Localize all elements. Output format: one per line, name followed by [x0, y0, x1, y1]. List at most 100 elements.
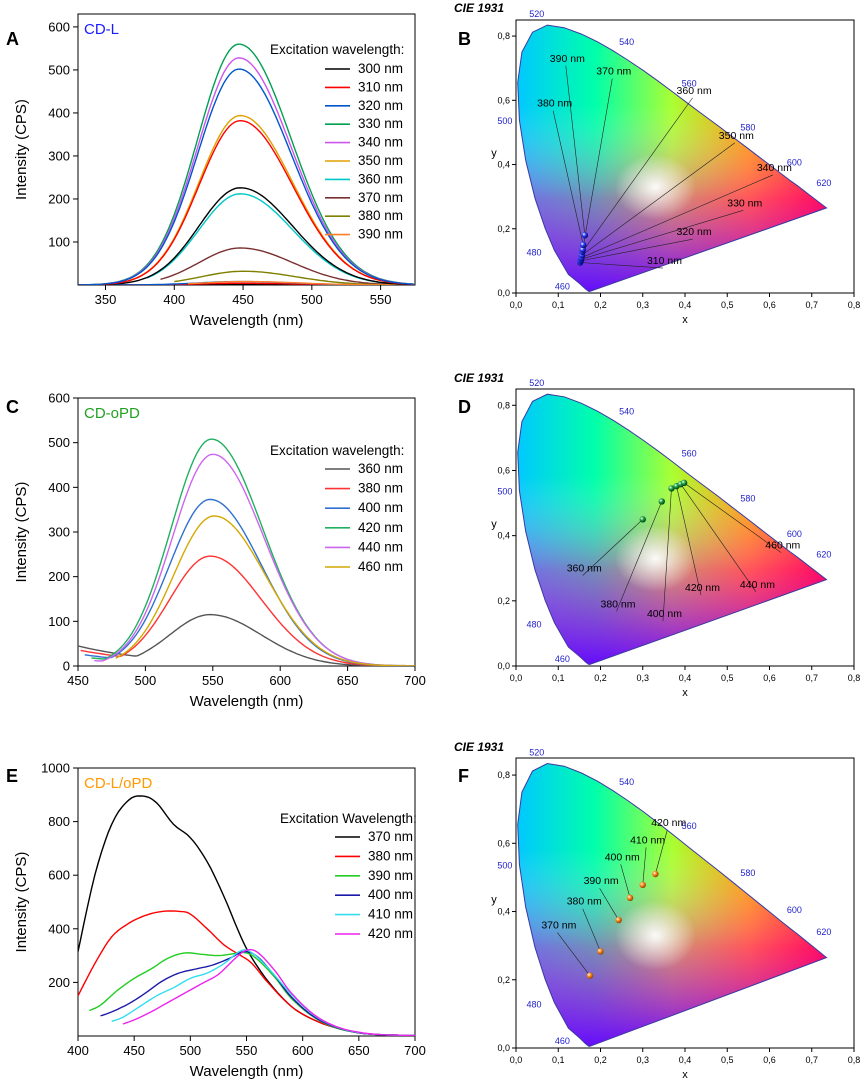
series-line — [111, 949, 415, 1036]
cie-point-label: 460 nm — [765, 540, 800, 552]
legend-entry: 390 nm — [368, 868, 413, 883]
panel-letter-f: F — [458, 766, 469, 786]
panel-f-cie: CIE 1931 0,0 0,1 0,2 0,3 0,4 0,5 0,6 0,7 0,8 0,0 0,… — [454, 740, 860, 1081]
locus-wavelength-label: 480 — [526, 1000, 541, 1010]
leader-line — [557, 932, 591, 976]
locus-wavelength-label: 600 — [787, 905, 802, 915]
y-tick-label: 500 — [48, 435, 70, 450]
cie-point-label: 360 nm — [567, 562, 602, 574]
cie-title: CIE 1931 — [454, 371, 504, 385]
leader-line — [599, 888, 619, 921]
x-tick-label: 0,4 — [679, 300, 692, 310]
cie-point — [597, 948, 604, 955]
legend-entry: 330 nm — [358, 116, 403, 131]
locus-wavelength-label: 540 — [619, 777, 634, 787]
x-tick-label: 0,5 — [721, 300, 734, 310]
locus-wavelength-label: 540 — [619, 37, 634, 47]
y-tick-label: 0,4 — [497, 531, 510, 541]
cie-point — [658, 498, 665, 505]
legend-entry: 390 nm — [358, 227, 403, 242]
locus-wavelength-label: 620 — [816, 927, 831, 937]
panel-letter-b: B — [458, 29, 471, 49]
cie-point — [581, 231, 589, 239]
series-line — [187, 280, 414, 285]
locus-wavelength-label: 460 — [555, 1036, 570, 1046]
cie-point — [586, 972, 594, 979]
x-axis-label: x — [682, 687, 688, 699]
legend-entry: 310 nm — [358, 79, 403, 94]
cie-point — [579, 241, 587, 249]
y-tick-label: 0,4 — [497, 160, 510, 170]
spectral-locus — [517, 762, 828, 1047]
legend-entry: 410 nm — [368, 907, 413, 922]
legend-entry: 420 nm — [358, 520, 403, 535]
x-tick-label: 400 — [163, 292, 185, 307]
panel-letter-a: A — [6, 29, 19, 49]
cie-point-label: 350 nm — [719, 130, 754, 142]
legend-entry: 340 nm — [358, 135, 403, 150]
plot-frame — [77, 767, 416, 1037]
x-tick-label: 0,6 — [763, 1055, 776, 1065]
panel-letter-d: D — [458, 397, 471, 417]
x-tick-label: 0,1 — [552, 673, 565, 683]
x-tick-label: 0,7 — [805, 300, 818, 310]
y-tick-label: 800 — [48, 814, 70, 829]
y-tick-label: 200 — [48, 191, 70, 206]
locus-wavelength-label: 500 — [497, 860, 512, 870]
cie-white-point — [614, 900, 696, 971]
cie-point-label: 410 nm — [630, 834, 665, 846]
x-tick-label: 600 — [269, 673, 291, 688]
cie-point — [680, 479, 688, 487]
y-axis-label: y — [491, 148, 497, 160]
y-tick-label: 400 — [48, 480, 70, 495]
leader-line — [582, 97, 693, 253]
locus-wavelength-label: 520 — [529, 378, 544, 388]
locus-wavelength-label: 520 — [529, 9, 544, 19]
x-tick-label: 0,7 — [805, 673, 818, 683]
cie-point-label: 370 nm — [541, 920, 576, 932]
x-tick-label: 0,3 — [636, 673, 649, 683]
x-tick-label: 550 — [202, 673, 224, 688]
series-line — [80, 555, 415, 666]
locus-wavelength-label: 580 — [740, 493, 755, 503]
leader-line — [565, 65, 586, 236]
locus-wavelength-label: 620 — [816, 178, 831, 188]
x-axis-label: Wavelength (nm) — [190, 1063, 304, 1080]
cie-point-label: 400 nm — [647, 608, 682, 620]
legend-entry: 400 nm — [358, 500, 403, 515]
cie-point — [668, 485, 675, 492]
series-line — [78, 795, 415, 1036]
x-tick-label: 0,4 — [679, 1055, 692, 1065]
x-tick-label: 500 — [179, 1043, 201, 1058]
legend-entry: 440 nm — [358, 539, 403, 554]
series-lines — [78, 795, 415, 1036]
y-tick-label: 0,8 — [497, 400, 510, 410]
y-tick-label: 0,0 — [497, 661, 510, 671]
cie-point-label: 370 nm — [596, 66, 631, 78]
panel-b-cie: CIE 1931 0,0 0,1 0,2 0,3 0,4 0,5 0,6 0,7 0,8 0,0 0,… — [454, 1, 860, 326]
locus-wavelength-label: 540 — [619, 406, 634, 416]
leader-line — [552, 110, 584, 245]
y-tick-label: 0,0 — [497, 288, 510, 298]
y-tick-label: 600 — [48, 868, 70, 883]
leader-line — [662, 488, 672, 622]
cie-point-label: 380 nm — [537, 98, 572, 110]
cie-title: CIE 1931 — [454, 1, 504, 15]
panel-e-spectra: 400 450 500 550 600 650 700 200 400 600 800 1000 Wav… — [13, 761, 426, 1081]
series-line — [160, 247, 414, 285]
legend-title: Excitation wavelength: — [270, 443, 404, 458]
x-tick-label: 0,0 — [510, 1055, 523, 1065]
cie-title: CIE 1931 — [454, 740, 504, 754]
leader-line — [642, 847, 647, 885]
cie-point-label: 330 nm — [727, 197, 762, 209]
x-tick-label: 0,5 — [721, 673, 734, 683]
cie-point — [652, 870, 659, 878]
x-tick-label: 0,4 — [679, 673, 692, 683]
x-tick-label: 0,0 — [510, 673, 523, 683]
x-tick-label: 450 — [67, 673, 89, 688]
plot-frame — [77, 13, 416, 286]
x-tick-label: 550 — [370, 292, 392, 307]
sample-title: CD-L/oPD — [84, 775, 153, 792]
x-tick-label: 0,8 — [848, 1055, 861, 1065]
y-axis-label: Intensity (CPS) — [13, 99, 30, 200]
